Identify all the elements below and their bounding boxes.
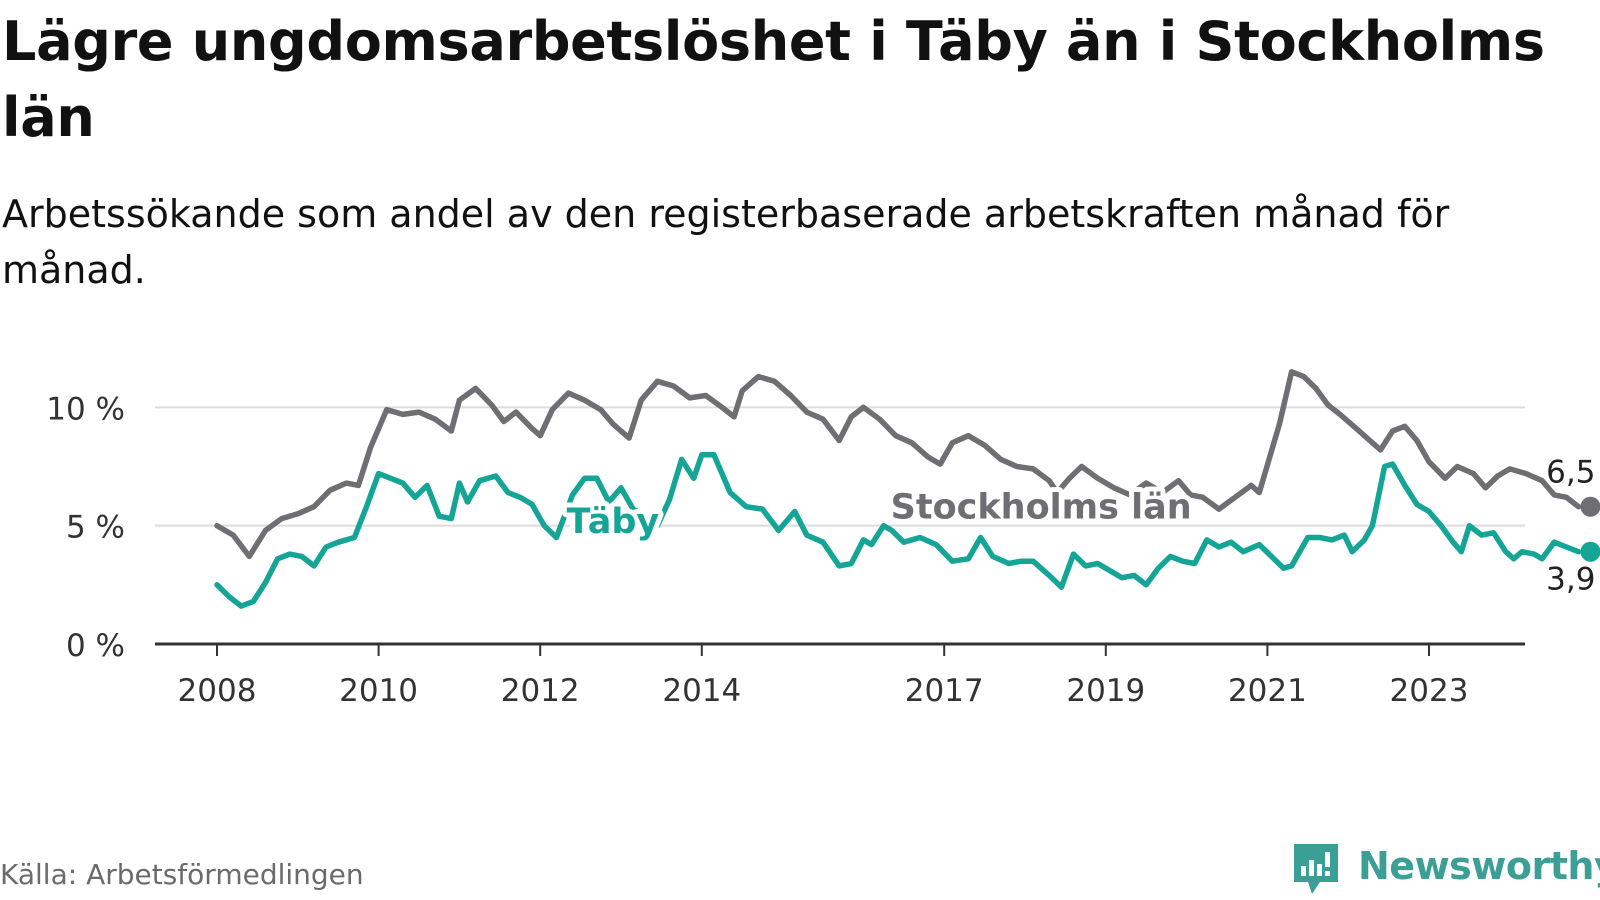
series-line-t-by bbox=[214, 451, 1582, 609]
y-tick-label: 5 % bbox=[66, 510, 125, 546]
series-line-stockholms-l-n bbox=[214, 369, 1582, 560]
x-tick-label: 2019 bbox=[1066, 673, 1145, 709]
x-axis: 2008 2010 2012 2014 2017 2019 2021 2023 bbox=[155, 642, 1525, 709]
line-chart: 0 %5 %10 % 2008 2010 2012 2014 2017 2019 2021 2… bbox=[46, 369, 1600, 709]
chart-subtitle: Arbetssökande som andel av den registerb… bbox=[2, 192, 1450, 292]
x-tick-label: 2021 bbox=[1228, 673, 1307, 709]
brand-name: Newsworthy bbox=[1358, 844, 1600, 888]
source-note: Källa: Arbetsförmedlingen bbox=[0, 858, 364, 891]
x-tick-label: 2008 bbox=[178, 673, 257, 709]
y-tick-label: 0 % bbox=[66, 628, 125, 664]
end-label-t-by: 3,9 % bbox=[1546, 562, 1600, 598]
x-tick-label: 2012 bbox=[501, 673, 580, 709]
chart-title: Lägre ungdomsarbetslöshet i Täby än i St… bbox=[2, 10, 1545, 149]
brand-logo[interactable]: Newsworthy bbox=[1290, 842, 1600, 898]
y-axis-labels: 0 % 5 % 10 % bbox=[46, 391, 125, 664]
newsworthy-logo-icon bbox=[1294, 844, 1338, 894]
end-label-stockholms-l-n: 6,5 % bbox=[1546, 455, 1600, 491]
series-label-t-by: Täby bbox=[567, 502, 660, 542]
end-marker-t-by bbox=[1580, 541, 1600, 562]
series-labels: 6,5 % Stockholms län 3,9 % Täby bbox=[562, 455, 1600, 598]
gridlines bbox=[155, 406, 1525, 527]
y-tick-label: 10 % bbox=[46, 391, 125, 427]
x-tick-label: 2010 bbox=[339, 673, 418, 709]
x-tick-label: 2014 bbox=[662, 673, 741, 709]
x-tick-label: 2023 bbox=[1390, 673, 1469, 709]
x-tick-label: 2017 bbox=[905, 673, 984, 709]
series-lines bbox=[214, 369, 1600, 609]
series-label-stockholms-l-n: Stockholms län bbox=[891, 488, 1192, 528]
end-marker-stockholms-l-n bbox=[1580, 496, 1600, 517]
